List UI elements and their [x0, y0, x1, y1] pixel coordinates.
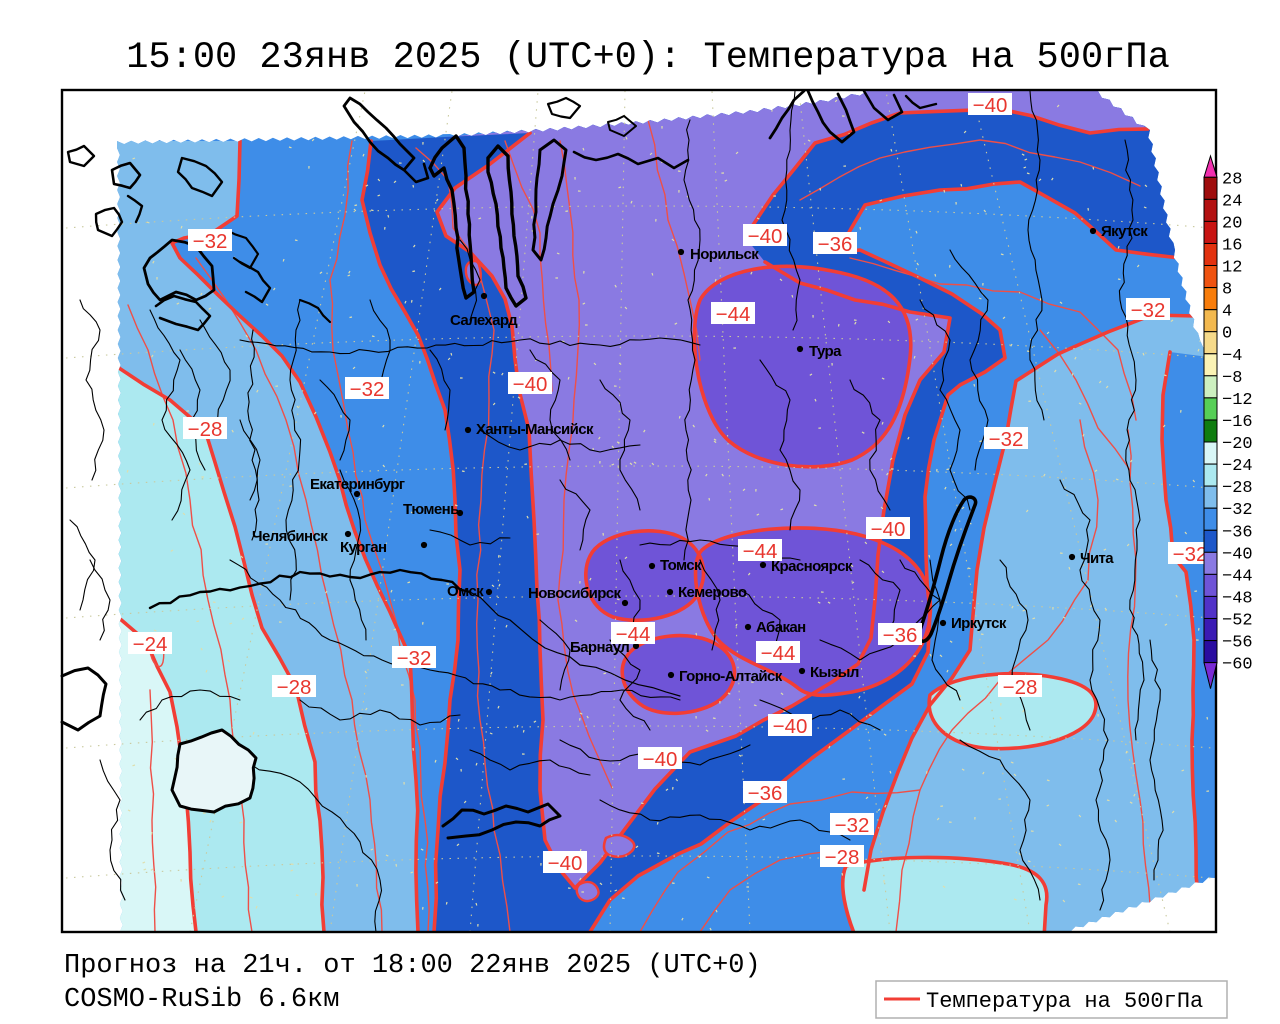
- svg-text:−28: −28: [277, 676, 312, 699]
- svg-text:COSMO-RuSib 6.6км: COSMO-RuSib 6.6км: [64, 985, 339, 1015]
- svg-text:−44: −44: [716, 303, 751, 326]
- svg-text:15:00 23янв 2025 (UTC+0): Темп: 15:00 23янв 2025 (UTC+0): Температура на…: [126, 37, 1170, 79]
- svg-text:−60: −60: [1222, 656, 1253, 675]
- svg-text:−16: −16: [1222, 413, 1253, 432]
- svg-text:Чита: Чита: [1080, 550, 1114, 567]
- svg-text:Ханты-Мансийск: Ханты-Мансийск: [476, 421, 594, 438]
- svg-text:28: 28: [1222, 170, 1242, 189]
- svg-text:Абакан: Абакан: [756, 619, 806, 636]
- svg-text:Норильск: Норильск: [690, 246, 759, 263]
- svg-text:Курган: Курган: [340, 539, 387, 556]
- svg-text:Иркутск: Иркутск: [951, 615, 1007, 632]
- svg-text:−40: −40: [513, 373, 548, 396]
- svg-text:20: 20: [1222, 214, 1242, 233]
- svg-text:Тюмень: Тюмень: [403, 501, 459, 518]
- svg-text:−32: −32: [1131, 299, 1166, 322]
- svg-text:−40: −40: [773, 715, 808, 738]
- svg-text:−40: −40: [973, 94, 1008, 117]
- svg-text:−36: −36: [1222, 523, 1253, 542]
- svg-text:Тура: Тура: [809, 343, 842, 360]
- svg-text:−12: −12: [1222, 391, 1253, 410]
- svg-text:−32: −32: [835, 814, 870, 837]
- svg-text:Кемерово: Кемерово: [678, 584, 747, 601]
- svg-text:−32: −32: [397, 647, 432, 670]
- svg-text:−32: −32: [1173, 543, 1208, 566]
- svg-text:−36: −36: [818, 233, 853, 256]
- svg-text:Прогноз на 21ч. от 18:00 22янв: Прогноз на 21ч. от 18:00 22янв 2025 (UTC…: [64, 951, 761, 981]
- svg-text:−24: −24: [1222, 457, 1253, 476]
- svg-text:Новосибирск: Новосибирск: [528, 585, 622, 602]
- svg-text:−44: −44: [616, 623, 651, 646]
- svg-text:−32: −32: [1222, 501, 1253, 520]
- svg-text:4: 4: [1222, 303, 1232, 322]
- svg-text:Якутск: Якутск: [1101, 223, 1148, 240]
- svg-text:−40: −40: [748, 225, 783, 248]
- svg-text:−40: −40: [548, 852, 583, 875]
- svg-text:−32: −32: [193, 230, 228, 253]
- svg-text:−36: −36: [883, 624, 918, 647]
- svg-text:−28: −28: [188, 418, 223, 441]
- svg-text:−44: −44: [743, 540, 778, 563]
- svg-text:−40: −40: [1222, 545, 1253, 564]
- svg-text:−44: −44: [1222, 567, 1253, 586]
- svg-text:−28: −28: [1003, 676, 1038, 699]
- svg-text:−8: −8: [1222, 369, 1242, 388]
- svg-text:−32: −32: [350, 378, 385, 401]
- svg-text:−44: −44: [761, 642, 796, 665]
- svg-text:Температура на 500гПа: Температура на 500гПа: [926, 989, 1203, 1014]
- svg-text:−36: −36: [748, 782, 783, 805]
- svg-text:−28: −28: [825, 846, 860, 869]
- svg-text:−20: −20: [1222, 435, 1253, 454]
- svg-text:−56: −56: [1222, 634, 1253, 653]
- svg-text:Красноярск: Красноярск: [771, 558, 853, 575]
- svg-text:−4: −4: [1222, 347, 1242, 366]
- svg-text:−48: −48: [1222, 589, 1253, 608]
- svg-text:Томск: Томск: [660, 557, 702, 574]
- svg-text:Салехард: Салехард: [450, 312, 518, 329]
- svg-text:Кызыл: Кызыл: [810, 664, 859, 681]
- svg-text:Челябинск: Челябинск: [252, 528, 328, 545]
- svg-text:−40: −40: [643, 748, 678, 771]
- svg-text:16: 16: [1222, 237, 1242, 256]
- svg-text:−24: −24: [133, 633, 168, 656]
- svg-text:−32: −32: [989, 428, 1024, 451]
- svg-text:12: 12: [1222, 259, 1242, 278]
- svg-text:−28: −28: [1222, 479, 1253, 498]
- svg-text:8: 8: [1222, 281, 1232, 300]
- svg-text:Екатеринбург: Екатеринбург: [310, 476, 405, 493]
- svg-text:−40: −40: [871, 518, 906, 541]
- svg-text:Горно-Алтайск: Горно-Алтайск: [679, 668, 783, 685]
- svg-text:Омск: Омск: [447, 583, 484, 600]
- svg-text:−52: −52: [1222, 612, 1253, 631]
- svg-text:0: 0: [1222, 325, 1232, 344]
- svg-text:24: 24: [1222, 192, 1242, 211]
